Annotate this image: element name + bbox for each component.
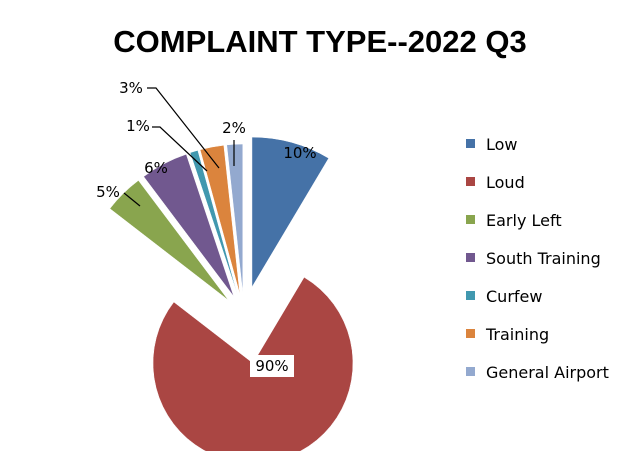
pie-slices	[109, 136, 354, 451]
data-label-south-training: 6%	[144, 159, 168, 177]
legend-label-training: Training	[485, 325, 549, 344]
data-label-loud: 90%	[255, 357, 288, 375]
slice-general-airport	[226, 143, 244, 295]
legend-label-low: Low	[486, 135, 518, 154]
legend-swatch-early-left	[466, 215, 475, 224]
data-labels: 10% 90% 5% 6% 1% 3% 2%	[96, 79, 317, 377]
slice-south-training	[143, 153, 235, 297]
legend-label-south-training: South Training	[486, 249, 601, 268]
legend-label-loud: Loud	[486, 173, 525, 192]
legend-label-general-airport: General Airport	[486, 363, 609, 382]
slice-training	[199, 144, 241, 295]
legend-swatch-curfew	[466, 291, 475, 300]
slice-low	[251, 136, 330, 288]
data-label-curfew: 1%	[126, 117, 150, 135]
leader-line-curfew	[152, 126, 208, 172]
legend-swatch-training	[466, 329, 475, 338]
legend-swatch-south-training	[466, 253, 475, 262]
slice-early-left	[109, 180, 229, 301]
data-label-low: 10%	[283, 144, 316, 162]
data-label-general-airport: 2%	[222, 119, 246, 137]
legend-label-curfew: Curfew	[486, 287, 542, 306]
leader-line-early-left	[123, 192, 141, 207]
legend-swatch-general-airport	[466, 367, 475, 376]
data-label-training: 3%	[119, 79, 143, 97]
data-label-bg-loud	[250, 355, 294, 377]
slice-curfew	[189, 150, 238, 296]
data-label-early-left: 5%	[96, 183, 120, 201]
legend-label-early-left: Early Left	[486, 211, 562, 230]
chart-title: COMPLAINT TYPE--2022 Q3	[113, 24, 526, 59]
leader-lines	[123, 87, 235, 207]
leader-line-training	[147, 87, 220, 169]
legend-swatch-low	[466, 139, 475, 148]
legend-swatch-loud	[466, 177, 475, 186]
legend: Low Loud Early Left South Training Curfew Tra…	[466, 135, 609, 382]
